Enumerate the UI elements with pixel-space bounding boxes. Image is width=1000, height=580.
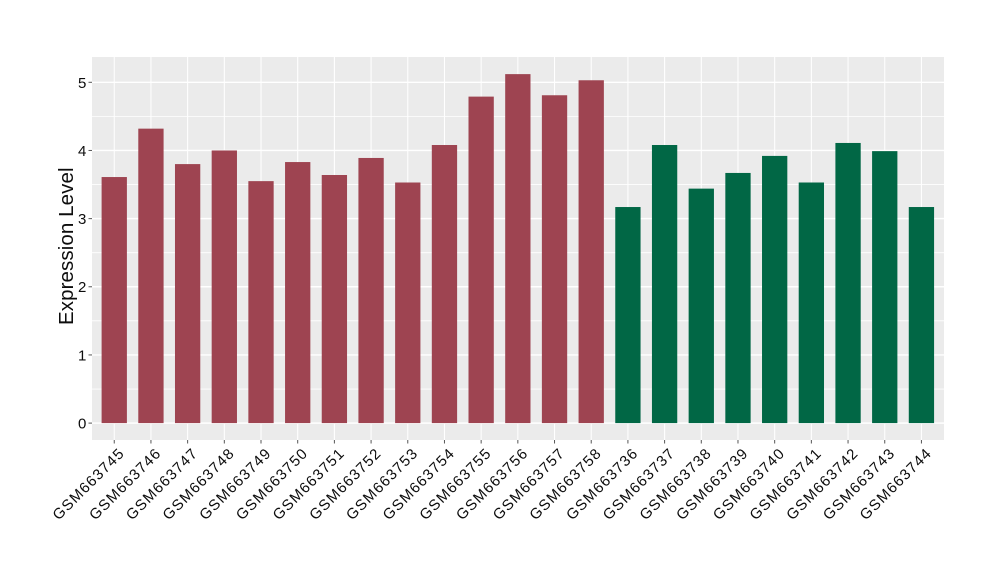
svg-text:3: 3 bbox=[78, 211, 86, 228]
svg-text:4: 4 bbox=[78, 143, 86, 160]
svg-text:1: 1 bbox=[78, 347, 86, 364]
svg-text:2: 2 bbox=[78, 279, 86, 296]
svg-text:0: 0 bbox=[78, 416, 86, 433]
svg-text:Expression Level: Expression Level bbox=[55, 167, 78, 325]
svg-text:5: 5 bbox=[78, 75, 86, 92]
